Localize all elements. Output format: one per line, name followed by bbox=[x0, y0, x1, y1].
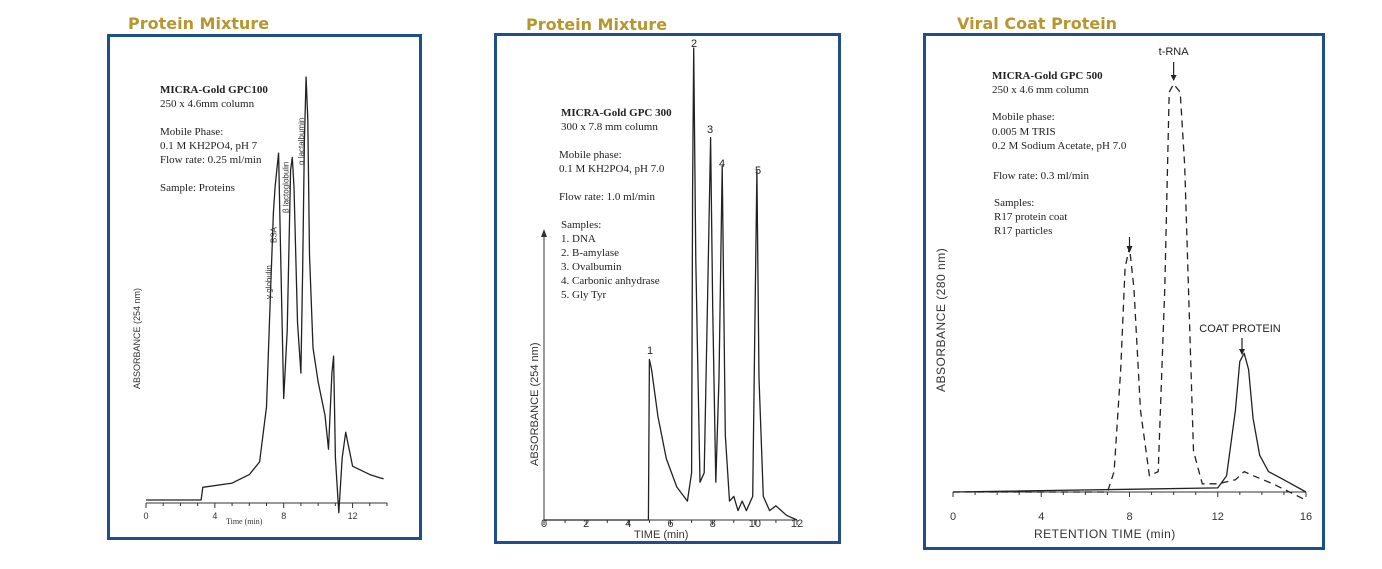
panel-3-title: Viral Coat Protein bbox=[957, 14, 1118, 33]
peak-arrowhead bbox=[1170, 75, 1177, 81]
sample-item: 3. Ovalbumin bbox=[561, 261, 622, 273]
x-axis-label: TIME (min) bbox=[634, 529, 689, 541]
series-line-2 bbox=[953, 83, 1307, 501]
y-axis-label: ABSORBANCE (254 nm) bbox=[529, 342, 541, 466]
peak-label: t-RNA bbox=[1159, 46, 1190, 58]
column-dims: 300 x 7.8 mm column bbox=[561, 121, 658, 133]
x-tick-label: 0 bbox=[950, 511, 956, 523]
x-tick-label: 16 bbox=[1300, 511, 1312, 523]
flow-rate: Flow rate: 1.0 ml/min bbox=[559, 191, 655, 203]
mobile-phase-label: Mobile phase: bbox=[559, 149, 622, 161]
x-tick-label: 2 bbox=[583, 518, 589, 530]
sample-item: R17 particles bbox=[994, 225, 1053, 237]
sample-item: 4. Carbonic anhydrase bbox=[561, 275, 660, 287]
mobile-phase-label: Mobile phase: bbox=[992, 111, 1055, 123]
x-tick-label: 8 bbox=[281, 511, 286, 521]
x-tick-label: 4 bbox=[212, 511, 217, 521]
y-axis-arrow bbox=[541, 229, 547, 237]
peak-label: 4 bbox=[719, 158, 725, 170]
panel-2-title: Protein Mixture bbox=[526, 15, 668, 34]
chart-frame-gpc100: 0 4 8 12 γ globulin BSA β lactoglobulin α lacta… bbox=[107, 34, 422, 540]
sample-item: 2. B-amylase bbox=[561, 247, 620, 259]
x-tick-label: 8 bbox=[710, 518, 716, 530]
mobile-phase-line2: 0.2 M Sodium Acetate, pH 7.0 bbox=[992, 140, 1127, 152]
x-axis-label: RETENTION TIME (min) bbox=[1034, 527, 1176, 541]
column-name: MICRA-Gold GPC100 bbox=[160, 84, 268, 96]
series-line-1 bbox=[146, 76, 384, 514]
x-tick-label: 0 bbox=[541, 518, 547, 530]
flow-rate: Flow rate: 0.3 ml/min bbox=[993, 170, 1089, 182]
x-tick-label: 12 bbox=[348, 511, 358, 521]
peak-label: γ globulin bbox=[264, 265, 273, 299]
y-axis-label: ABSORBANCE (254 nm) bbox=[132, 287, 142, 389]
peak-arrowhead bbox=[1126, 246, 1133, 253]
mobile-phase-value: 0.1 M KH2PO4, pH 7.0 bbox=[559, 163, 665, 175]
flow-rate: Flow rate: 0.25 ml/min bbox=[160, 154, 262, 166]
sample-item: 1. DNA bbox=[561, 233, 596, 245]
x-tick-label: 4 bbox=[625, 518, 631, 530]
peak-arrowhead bbox=[1239, 349, 1245, 355]
column-name: MICRA-Gold GPC 500 bbox=[992, 70, 1103, 82]
mobile-phase-line1: 0.005 M TRIS bbox=[992, 126, 1056, 138]
samples-label: Samples: bbox=[561, 219, 602, 231]
peak-label: β lactoglobulin bbox=[282, 162, 291, 213]
series-line-1 bbox=[544, 47, 798, 521]
sample-item: R17 protein coat bbox=[994, 211, 1068, 223]
series-line-1 bbox=[952, 352, 1307, 493]
peak-label: 2 bbox=[691, 38, 697, 50]
chromatogram-gpc500: 0 4 8 12 16 t-RNA COAT PROTEIN bbox=[950, 46, 1312, 523]
x-axis-label: Time (min) bbox=[226, 517, 263, 526]
x-tick-label: 0 bbox=[143, 511, 148, 521]
mobile-phase-label: Mobile Phase: bbox=[160, 126, 224, 138]
x-tick-label: 8 bbox=[1126, 511, 1132, 523]
chart-frame-gpc500: 0 4 8 12 16 t-RNA COAT PROTEIN MICRA-Gold GPC … bbox=[923, 33, 1325, 550]
x-tick-label: 12 bbox=[791, 518, 803, 530]
chart-frame-gpc300: 0 2 4 6 8 10 12 1 2 3 4 5 MICRA-Gold GPC 300 300 x … bbox=[494, 33, 841, 544]
y-axis-label: ABSORBANCE (280 nm) bbox=[934, 247, 948, 392]
peak-label: α lactalbumin bbox=[297, 118, 306, 165]
x-tick-label: 12 bbox=[1212, 511, 1224, 523]
sample-item: 5. Gly Tyr bbox=[561, 289, 607, 301]
column-dims: 250 x 4.6 mm column bbox=[992, 84, 1089, 96]
samples-label: Samples: bbox=[994, 197, 1035, 209]
peak-label: 3 bbox=[707, 124, 713, 136]
panel-1-title: Protein Mixture bbox=[128, 14, 270, 33]
peak-label: BSA bbox=[270, 226, 279, 243]
peak-label: 1 bbox=[647, 345, 653, 357]
sample-text: Sample: Proteins bbox=[160, 182, 235, 194]
peak-label: COAT PROTEIN bbox=[1199, 323, 1281, 335]
x-tick-label: 10 bbox=[749, 518, 761, 530]
chromatogram-gpc100: 0 4 8 12 γ globulin BSA β lactoglobulin α lacta… bbox=[143, 76, 388, 521]
peak-label: 5 bbox=[755, 165, 761, 177]
column-dims: 250 x 4.6mm column bbox=[160, 98, 255, 110]
column-name: MICRA-Gold GPC 300 bbox=[561, 107, 672, 119]
mobile-phase-value: 0.1 M KH2PO4, pH 7 bbox=[160, 140, 258, 152]
x-tick-label: 6 bbox=[667, 518, 673, 530]
x-tick-label: 4 bbox=[1038, 511, 1044, 523]
